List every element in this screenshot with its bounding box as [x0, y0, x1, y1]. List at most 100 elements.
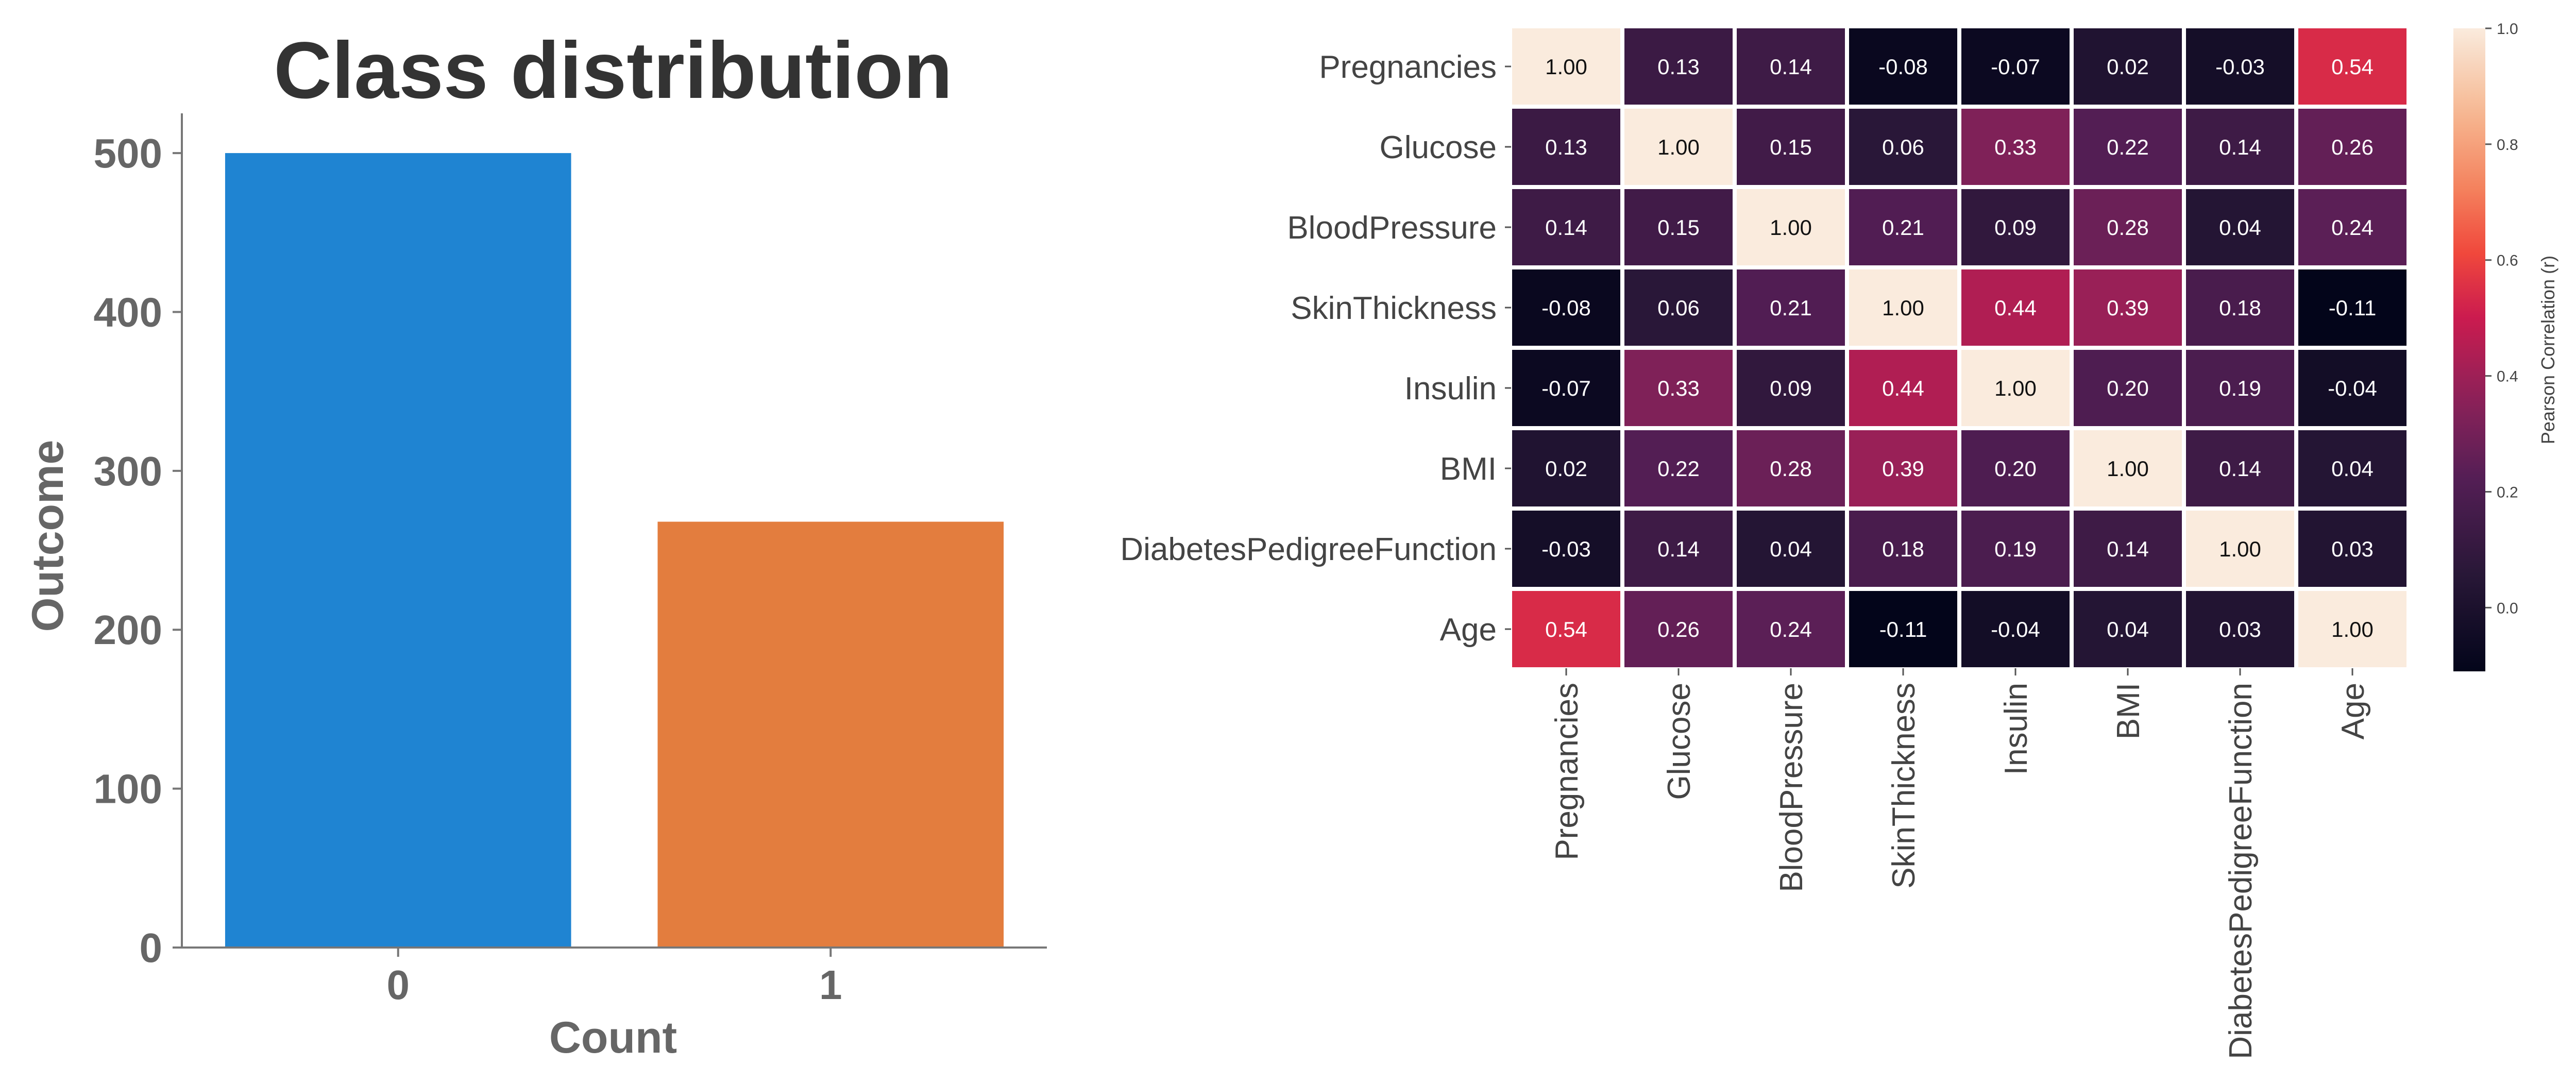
- heatmap-cell-label: 0.20: [1994, 457, 2037, 481]
- heatmap-x-tick-label: Insulin: [1998, 683, 2034, 775]
- heatmap-cell: [1512, 269, 1620, 346]
- bar-x-tick-label: 1: [819, 962, 842, 1008]
- heatmap-cell: [1737, 189, 1845, 265]
- heatmap-cell-label: 0.18: [1882, 537, 1924, 561]
- heatmap-cell-label: 0.14: [2219, 457, 2261, 481]
- heatmap-cell-label: 0.02: [1545, 457, 1587, 481]
- heatmap-colorbar: 0.0 0.2 0.4 0.6 0.8 1.0 Pearson Correlation (…: [2453, 21, 2558, 671]
- heatmap-cell: [1849, 591, 1957, 667]
- heatmap-cell: [2074, 109, 2182, 185]
- heatmap-cell: [1961, 189, 2070, 265]
- heatmap-cell-label: 0.21: [1770, 296, 1812, 320]
- heatmap-cell: [1961, 269, 2070, 346]
- heatmap-cell-label: 0.39: [2107, 296, 2149, 320]
- heatmap-cell-label: -0.04: [2328, 376, 2377, 400]
- colorbar-tick-label: 0.0: [2497, 600, 2518, 617]
- heatmap-cell: [2186, 109, 2294, 185]
- heatmap-cell-label: 0.14: [2107, 537, 2149, 561]
- bar-chart-bars: [225, 153, 1004, 948]
- heatmap-x-ticks: Pregnancies Glucose BloodPressure SkinThick…: [1549, 668, 2371, 1059]
- heatmap-cell: [1849, 28, 1957, 105]
- heatmap-cell-label: 0.54: [2331, 55, 2374, 79]
- heatmap-cell: [1624, 28, 1733, 105]
- heatmap-cell: [1849, 511, 1957, 587]
- heatmap-cell-label: 1.00: [2331, 617, 2374, 641]
- heatmap-cell: [2074, 189, 2182, 265]
- correlation-heatmap: 1.00 0.13 0.14 -0.08 -0.07 0.02 -0.03 0.54 0.13 1…: [1120, 28, 2406, 1059]
- heatmap-cell: [1961, 109, 2070, 185]
- heatmap-cell-label: 0.03: [2331, 537, 2374, 561]
- heatmap-cell: [1624, 591, 1733, 667]
- heatmap-cell: [2298, 189, 2406, 265]
- heatmap-cell: [1624, 430, 1733, 506]
- heatmap-cell-label: 0.04: [2331, 457, 2374, 481]
- heatmap-cell: [1737, 269, 1845, 346]
- heatmap-cell: [1849, 269, 1957, 346]
- heatmap-cell-label: -0.04: [1991, 617, 2040, 641]
- heatmap-cell: [1737, 109, 1845, 185]
- colorbar-tick-label: 0.6: [2497, 252, 2518, 269]
- heatmap-cell-label: 0.24: [2331, 215, 2374, 240]
- heatmap-cell: [1624, 189, 1733, 265]
- heatmap-cell-label: 1.00: [1545, 55, 1587, 79]
- bar-chart-title: Class distribution: [274, 26, 952, 115]
- heatmap-cell-label: -0.03: [2215, 55, 2265, 79]
- heatmap-x-tick-label: SkinThickness: [1886, 683, 1922, 889]
- heatmap-cell: [2298, 109, 2406, 185]
- heatmap-cell-label: 0.06: [1882, 135, 1924, 159]
- heatmap-cell-label: -0.07: [1991, 55, 2040, 79]
- heatmap-cell-label: 0.04: [1770, 537, 1812, 561]
- heatmap-cell-label: 0.02: [2107, 55, 2149, 79]
- heatmap-cell-label: 0.33: [1657, 376, 1700, 400]
- heatmap-cell: [2074, 511, 2182, 587]
- heatmap-cell-label: 1.00: [1994, 376, 2037, 400]
- bar-y-tick-label: 400: [94, 289, 162, 335]
- heatmap-cell: [1512, 350, 1620, 426]
- bar-y-tick-label: 0: [140, 925, 163, 971]
- heatmap-cell: [1737, 591, 1845, 667]
- heatmap-y-tick-label: SkinThickness: [1291, 291, 1497, 326]
- heatmap-cell: [2074, 430, 2182, 506]
- heatmap-cell: [2074, 591, 2182, 667]
- heatmap-cell: [1961, 591, 2070, 667]
- heatmap-y-tick-label: BMI: [1440, 451, 1497, 487]
- heatmap-x-tick-label: BMI: [2111, 683, 2146, 739]
- heatmap-cell: [1737, 350, 1845, 426]
- heatmap-cell: [2298, 28, 2406, 105]
- heatmap-cell-label: -0.08: [1541, 296, 1591, 320]
- heatmap-cell-label: 0.14: [2219, 135, 2261, 159]
- heatmap-cell-label: -0.11: [2329, 296, 2377, 320]
- heatmap-cell-label: 0.22: [1657, 457, 1700, 481]
- heatmap-cell: [2186, 269, 2294, 346]
- colorbar-ticks: 0.0 0.2 0.4 0.6 0.8 1.0: [2485, 21, 2518, 617]
- heatmap-cell: [2298, 591, 2406, 667]
- heatmap-cell: [1961, 430, 2070, 506]
- heatmap-cell-label: 1.00: [2219, 537, 2261, 561]
- bar-1: [657, 521, 1004, 948]
- heatmap-cell-label: 0.19: [2219, 376, 2261, 400]
- heatmap-cell-label: 0.44: [1882, 376, 1924, 400]
- heatmap-y-tick-label: BloodPressure: [1287, 210, 1497, 246]
- bar-x-tick-label: 0: [387, 962, 410, 1008]
- heatmap-cell: [1624, 350, 1733, 426]
- heatmap-y-ticks: Pregnancies Glucose BloodPressure SkinThick…: [1120, 49, 1511, 648]
- heatmap-cell-label: 0.28: [2107, 215, 2149, 240]
- heatmap-cell: [1512, 511, 1620, 587]
- heatmap-cell: [1624, 269, 1733, 346]
- heatmap-y-tick-label: Age: [1440, 612, 1497, 648]
- heatmap-cell-label: 0.15: [1770, 135, 1812, 159]
- heatmap-y-tick-label: DiabetesPedigreeFunction: [1120, 532, 1497, 567]
- colorbar-tick-label: 0.2: [2497, 484, 2518, 501]
- heatmap-cell: [2298, 430, 2406, 506]
- heatmap-cell: [1961, 350, 2070, 426]
- heatmap-cell: [1737, 430, 1845, 506]
- heatmap-cell-label: 0.33: [1994, 135, 2037, 159]
- heatmap-cell: [2186, 430, 2294, 506]
- heatmap-cell-label: 0.13: [1657, 55, 1700, 79]
- heatmap-cell: [2186, 28, 2294, 105]
- heatmap-cell: [2298, 511, 2406, 587]
- heatmap-cell: [1624, 109, 1733, 185]
- heatmap-cell: [1737, 511, 1845, 587]
